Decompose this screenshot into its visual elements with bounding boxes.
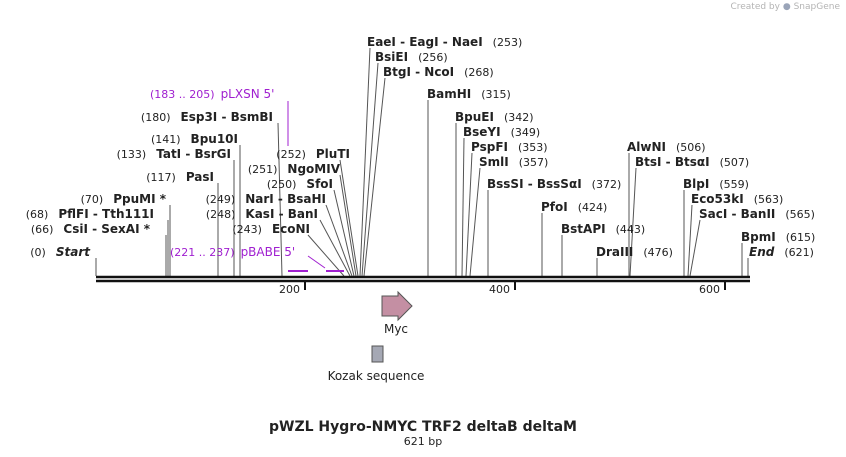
primer-pbabe-leader bbox=[307, 255, 326, 269]
backbone bbox=[96, 275, 750, 290]
site-label-alwni[interactable]: AlwNI (506) bbox=[627, 140, 706, 154]
credit-brand: SnapGene bbox=[793, 2, 840, 12]
leader-bseyi bbox=[461, 137, 465, 277]
site-label-bstapi[interactable]: BstAPI (443) bbox=[561, 222, 645, 236]
site-label-esp3i[interactable]: (180) Esp3I - BsmBI bbox=[141, 110, 273, 124]
site-label-eco53ki[interactable]: Eco53kI (563) bbox=[691, 192, 783, 206]
feature-kozak-box[interactable] bbox=[371, 345, 384, 363]
leader-btsi bbox=[629, 167, 637, 277]
primer-label-plxsn[interactable]: (183 .. 205) pLXSN 5' bbox=[150, 87, 274, 101]
site-label-bseyi[interactable]: BseYI (349) bbox=[463, 125, 540, 139]
site-label-bsssi[interactable]: BssSI - BssSαI (372) bbox=[487, 177, 621, 191]
leader-pluti bbox=[339, 159, 359, 277]
plasmid-title: pWZL Hygro-NMYC TRF2 deltaB deltaM bbox=[269, 419, 577, 435]
site-label-pasi[interactable]: (117) PasI bbox=[146, 170, 214, 184]
leader-sfoi bbox=[333, 189, 355, 277]
feature-label-myc[interactable]: Myc bbox=[384, 322, 408, 336]
leader-nari bbox=[325, 204, 353, 277]
leader-eco53ki bbox=[687, 204, 693, 277]
site-label-end[interactable]: End (621) bbox=[749, 245, 814, 259]
site-label-pspfi[interactable]: PspFI (353) bbox=[471, 140, 548, 154]
tick-label-600: 600 bbox=[699, 283, 720, 296]
leader-econi bbox=[307, 234, 345, 277]
site-label-saci[interactable]: SacI - BanII (565) bbox=[699, 207, 815, 221]
site-label-bpmi[interactable]: BpmI (615) bbox=[741, 230, 815, 244]
site-label-econi[interactable]: (243) EcoNI bbox=[232, 222, 310, 236]
site-label-blpi[interactable]: BlpI (559) bbox=[683, 177, 749, 191]
site-label-nari[interactable]: (249) NarI - BsaHI bbox=[206, 192, 326, 206]
tick-label-400: 400 bbox=[489, 283, 510, 296]
site-label-btgi[interactable]: BtgI - NcoI (268) bbox=[383, 65, 494, 79]
leader-kasi bbox=[319, 219, 351, 277]
site-label-tati[interactable]: (133) TatI - BsrGI bbox=[117, 147, 231, 161]
plasmid-length: 621 bp bbox=[404, 435, 442, 448]
site-label-ppumi[interactable]: (70) PpuMI * bbox=[81, 192, 167, 206]
leader-smli bbox=[469, 167, 481, 277]
feature-label-kozak[interactable]: Kozak sequence bbox=[328, 369, 425, 383]
primer-label-pbabe[interactable]: (221 .. 237) pBABE 5' bbox=[170, 245, 295, 259]
leader-btgi bbox=[363, 77, 386, 277]
site-label-eaei[interactable]: EaeI - EagI - NaeI (253) bbox=[367, 35, 522, 49]
site-label-kasi[interactable]: (248) KasI - BanI bbox=[206, 207, 318, 221]
leader-ngomiv bbox=[339, 174, 357, 277]
leader-eaei bbox=[359, 47, 371, 277]
leader-saci bbox=[689, 219, 701, 277]
site-label-btsi[interactable]: BtsI - BtsαI (507) bbox=[635, 155, 749, 169]
site-label-sfoi[interactable]: (250) SfoI bbox=[267, 177, 333, 191]
leader-esp3i bbox=[277, 122, 283, 277]
site-label-ngomiv[interactable]: (251) NgoMIV bbox=[248, 162, 341, 176]
site-label-start[interactable]: (0) Start bbox=[30, 245, 91, 259]
site-label-bpu10i[interactable]: (141) Bpu10I bbox=[151, 132, 238, 146]
site-label-draiii[interactable]: DraIII (476) bbox=[596, 245, 673, 259]
site-label-pluti[interactable]: (252) PluTI bbox=[276, 147, 350, 161]
credit-prefix: Created by bbox=[730, 2, 780, 12]
site-label-bpuei[interactable]: BpuEI (342) bbox=[455, 110, 534, 124]
tick-label-200: 200 bbox=[279, 283, 300, 296]
site-label-pflfi[interactable]: (68) PflFI - Tth111I bbox=[26, 207, 154, 221]
feature-myc-arrow[interactable] bbox=[381, 290, 413, 322]
snapgene-credit: Created by ● SnapGene bbox=[730, 2, 840, 12]
site-label-bsiei[interactable]: BsiEI (256) bbox=[375, 50, 448, 64]
site-leader-lines bbox=[95, 47, 749, 277]
site-label-smli[interactable]: SmlI (357) bbox=[479, 155, 548, 169]
leader-bsiei bbox=[361, 62, 379, 277]
snapgene-logo-icon: ● bbox=[782, 2, 791, 12]
leader-pspfi bbox=[465, 152, 473, 277]
site-label-bamhi[interactable]: BamHI (315) bbox=[427, 87, 511, 101]
site-labels: EaeI - EagI - NaeI (253) BsiEI (256) BtgI … bbox=[26, 35, 816, 259]
axis-tick-labels: 200 400 600 bbox=[279, 283, 720, 296]
primer-labels: (183 .. 205) pLXSN 5' (221 .. 237) pBABE 5… bbox=[150, 87, 295, 259]
site-label-csii[interactable]: (66) CsiI - SexAI * bbox=[31, 222, 151, 236]
site-label-pfoi[interactable]: PfoI (424) bbox=[541, 200, 607, 214]
primer-marks bbox=[287, 101, 344, 272]
